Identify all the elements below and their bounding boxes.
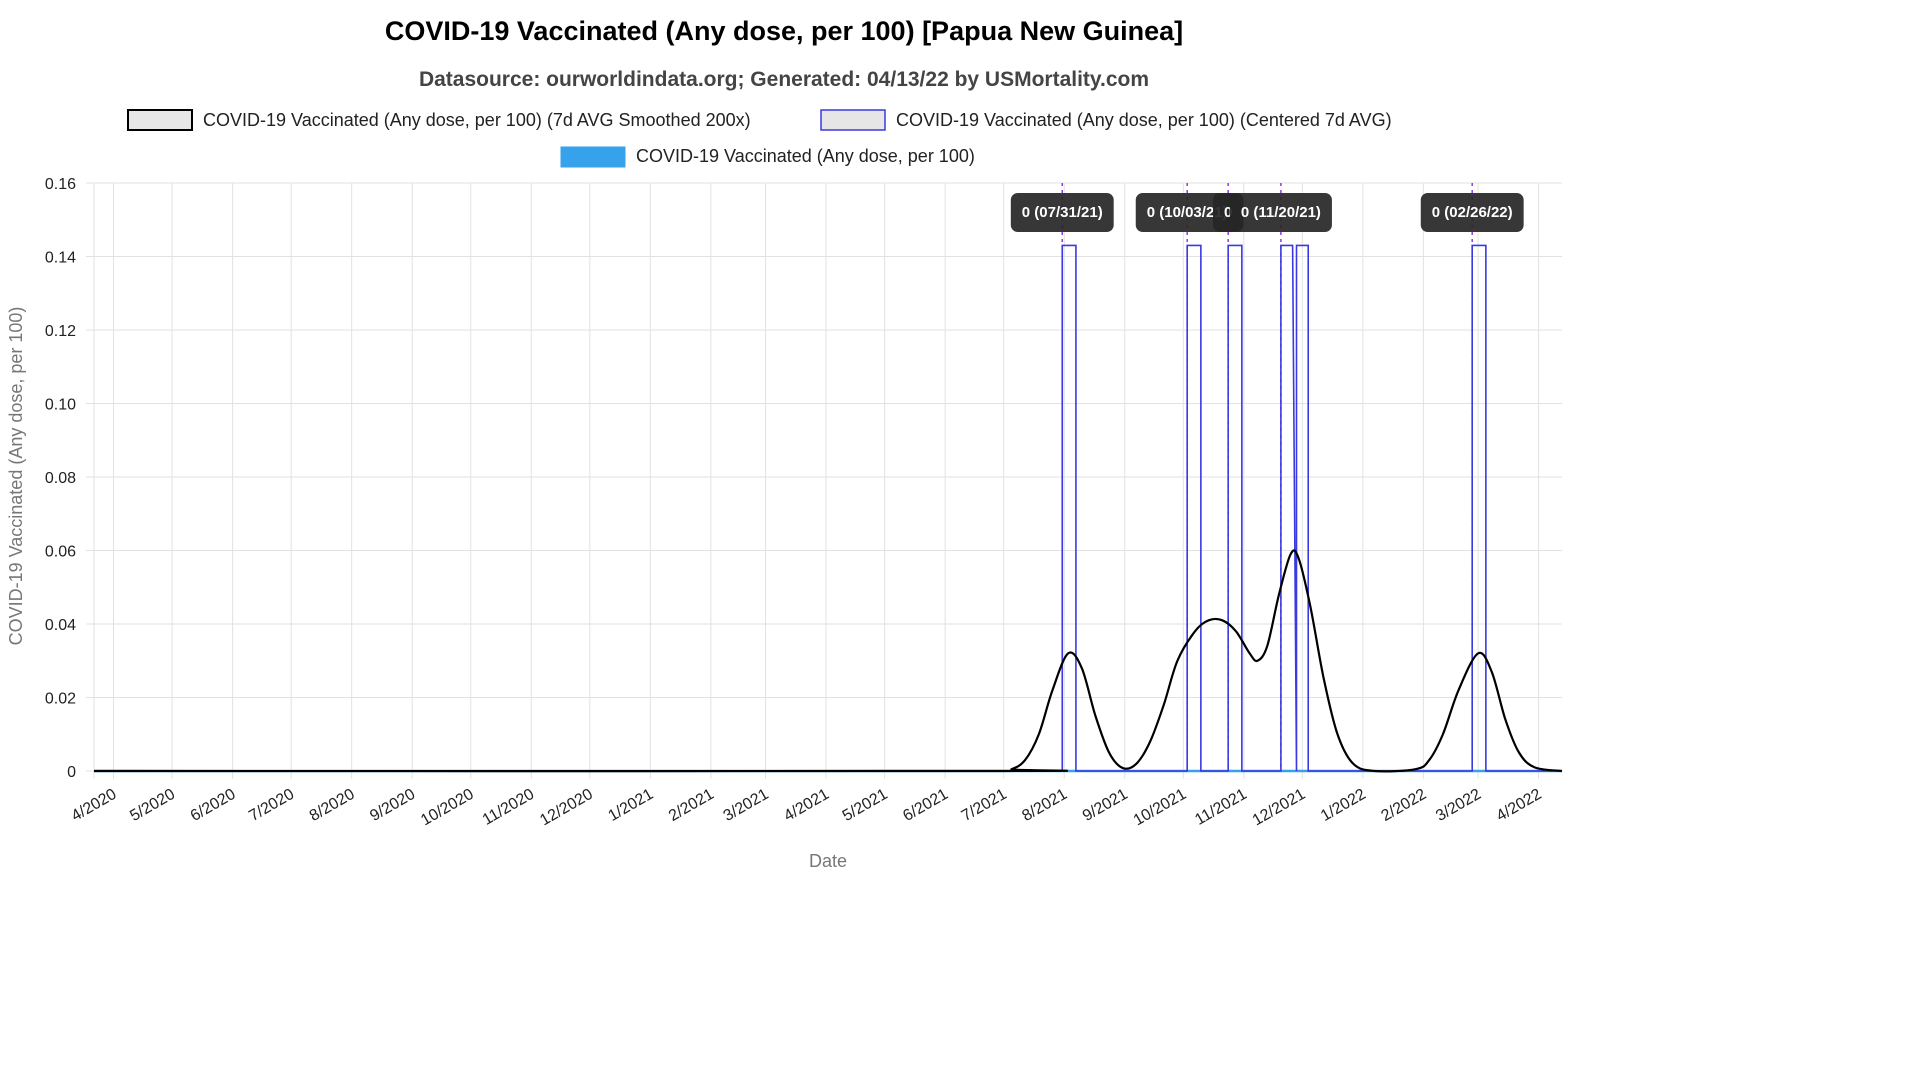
- annotation-badge: 0 (10/03/21): [1135, 193, 1239, 232]
- y-tick-label: 0.08: [45, 470, 76, 487]
- y-tick-label: 0.12: [45, 323, 76, 340]
- y-tick-label: 0.14: [45, 250, 76, 267]
- legend-label-centered: COVID-19 Vaccinated (Any dose, per 100) …: [896, 110, 1392, 130]
- legend-label-smoothed: COVID-19 Vaccinated (Any dose, per 100) …: [203, 110, 751, 130]
- chart-background: [0, 0, 1568, 882]
- y-axis-title: COVID-19 Vaccinated (Any dose, per 100): [6, 307, 26, 646]
- annotation-badge-bg: [1010, 193, 1114, 232]
- annotation-label: 0 (10/03/21): [1147, 204, 1228, 221]
- annotation-badge-bg: [1135, 193, 1239, 232]
- legend: COVID-19 Vaccinated (Any dose, per 100) …: [127, 109, 1392, 168]
- annotation-badge-bg: [1420, 193, 1524, 232]
- annotation-label: 0 (02/26/22): [1432, 204, 1513, 221]
- y-tick-label: 0.10: [45, 397, 76, 414]
- annotation-badge: 0 (07/31/21): [1010, 193, 1114, 232]
- legend-swatch-smoothed: [127, 109, 193, 131]
- y-tick-label: 0.16: [45, 176, 76, 193]
- series-line-centered: [94, 244, 1562, 772]
- annotation-badge: 0 (11/20/21): [1229, 193, 1332, 232]
- y-tick-label: 0.02: [45, 691, 76, 708]
- annotation-label: 0: [1224, 204, 1232, 221]
- annotation-label: 0 (11/20/21): [1241, 204, 1321, 221]
- chart-subtitle: Datasource: ourworldindata.org; Generate…: [419, 68, 1149, 91]
- legend-swatch-centered: [820, 109, 886, 131]
- grid: [86, 182, 1562, 779]
- legend-item-smoothed[interactable]: COVID-19 Vaccinated (Any dose, per 100) …: [127, 109, 751, 131]
- x-axis-title: Date: [809, 851, 847, 871]
- legend-label-raw: COVID-19 Vaccinated (Any dose, per 100): [636, 146, 975, 166]
- y-tick-label: 0.06: [45, 544, 76, 561]
- y-tick-label: 0: [67, 764, 76, 781]
- legend-item-raw[interactable]: COVID-19 Vaccinated (Any dose, per 100): [560, 146, 975, 168]
- series-line-smoothed: [93, 549, 1563, 773]
- annotation-label: 0 (07/31/21): [1022, 204, 1103, 221]
- chart: COVID-19 Vaccinated (Any dose, per 100) …: [0, 0, 1568, 882]
- series: [93, 244, 1563, 773]
- annotation-badges: 0 (07/31/21) 0 (10/03/21)0 0 (11/20/21) 0 (…: [1010, 193, 1524, 232]
- y-axis-ticks: 0 0.02 0.04 0.06 0.08 0.10 0.12 0.14 0.16: [45, 176, 76, 781]
- annotation-badge-bg: [1229, 193, 1332, 232]
- legend-item-centered[interactable]: COVID-19 Vaccinated (Any dose, per 100) …: [820, 109, 1392, 131]
- annotation-badge: 0 (02/26/22): [1420, 193, 1524, 232]
- y-tick-label: 0.04: [45, 617, 76, 634]
- legend-swatch-raw: [560, 146, 626, 168]
- chart-title: COVID-19 Vaccinated (Any dose, per 100) …: [385, 16, 1183, 46]
